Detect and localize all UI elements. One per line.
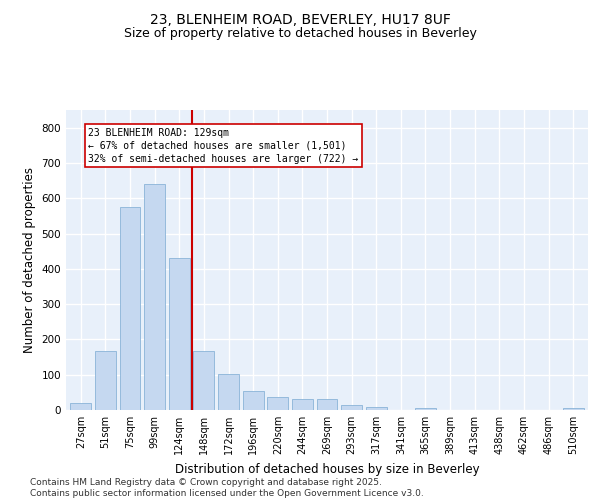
Y-axis label: Number of detached properties: Number of detached properties [23, 167, 36, 353]
X-axis label: Distribution of detached houses by size in Beverley: Distribution of detached houses by size … [175, 462, 479, 475]
Text: 23 BLENHEIM ROAD: 129sqm
← 67% of detached houses are smaller (1,501)
32% of sem: 23 BLENHEIM ROAD: 129sqm ← 67% of detach… [88, 128, 358, 164]
Bar [169, 258, 190, 410]
Bar [242, 390, 263, 410]
Bar [267, 396, 288, 410]
Text: Size of property relative to detached houses in Beverley: Size of property relative to detached ho… [124, 28, 476, 40]
Bar [70, 403, 91, 410]
Text: 23, BLENHEIM ROAD, BEVERLEY, HU17 8UF: 23, BLENHEIM ROAD, BEVERLEY, HU17 8UF [149, 12, 451, 26]
Text: Contains HM Land Registry data © Crown copyright and database right 2025.
Contai: Contains HM Land Registry data © Crown c… [30, 478, 424, 498]
Bar [218, 374, 239, 410]
Bar [415, 408, 436, 410]
Bar [119, 207, 140, 410]
Bar [366, 407, 387, 410]
Bar [341, 405, 362, 410]
Bar [193, 350, 214, 410]
Bar [563, 408, 584, 410]
Bar [317, 400, 337, 410]
Bar [292, 400, 313, 410]
Bar [144, 184, 165, 410]
Bar [95, 350, 116, 410]
